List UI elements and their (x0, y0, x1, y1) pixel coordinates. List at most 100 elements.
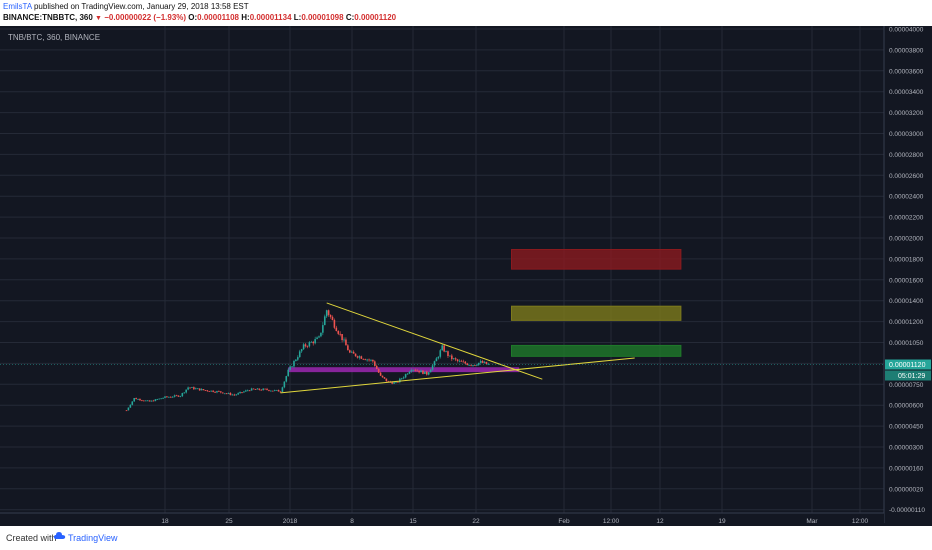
price-tick-label: 0.00003800 (889, 47, 924, 54)
price-chart[interactable]: TNB/BTC, 360, BINANCE 0.00004000 0.000038… (0, 26, 932, 526)
candle-body (420, 370, 422, 373)
tradingview-link[interactable]: TradingView (68, 533, 118, 543)
candle-body (202, 389, 205, 391)
candle-body (364, 359, 366, 361)
author-name[interactable]: EmilsTA (3, 2, 32, 11)
time-tick-label: 25 (225, 518, 233, 525)
candle-body (404, 374, 407, 378)
candle-body (329, 314, 332, 317)
candle-body (246, 390, 249, 392)
candle-body (125, 410, 128, 412)
candle-body (306, 346, 309, 348)
open-value: 0.00001108 (197, 13, 239, 22)
change-value: −0.00000022 (−1.93%) (104, 13, 187, 22)
candle-body (449, 355, 451, 357)
candle-body (460, 360, 463, 362)
candle-body (245, 390, 247, 392)
candle-body (466, 363, 469, 365)
candle-body (295, 359, 297, 361)
high-label: H: (241, 13, 250, 22)
candle-body (254, 389, 257, 390)
candle-body (181, 393, 184, 397)
candle-body (206, 390, 209, 392)
candle-body (400, 378, 403, 380)
candle-body (183, 392, 186, 394)
candle-body (293, 360, 295, 367)
candle-body (221, 392, 224, 394)
candle-body (368, 359, 370, 361)
time-tick-label: Feb (558, 518, 570, 525)
time-tick-label: 8 (350, 518, 354, 525)
candle-body (243, 391, 245, 393)
candle-body (385, 378, 388, 382)
candle-body (472, 365, 474, 366)
close-value: 0.00001120 (354, 13, 397, 22)
candle-body (333, 320, 336, 328)
time-tick-label: 12 (656, 518, 664, 525)
candle-body (291, 366, 293, 368)
candle-body (377, 368, 380, 373)
price-tick-label: 0.00003600 (889, 68, 924, 75)
candle-body (135, 398, 137, 400)
candle-body (200, 389, 203, 391)
candle-body (474, 365, 476, 366)
time-axis[interactable] (0, 513, 884, 526)
price-tick-label: 0.00000450 (889, 424, 924, 431)
candle-body (435, 358, 438, 362)
candle-body (464, 361, 467, 364)
candle-body (391, 382, 393, 384)
last-price-label: 0.00001120 (889, 362, 926, 369)
candle-body (379, 372, 382, 376)
candle-body (220, 391, 222, 393)
candle-body (362, 358, 365, 360)
price-tick-label: 0.00000160 (889, 465, 924, 472)
candle-body (235, 394, 238, 396)
candle-body (262, 388, 264, 391)
candle-body (150, 400, 153, 402)
candle-body (237, 393, 239, 395)
candle-body (177, 395, 180, 397)
candle-body (175, 395, 178, 397)
price-tick-label: 0.00000750 (889, 382, 924, 389)
candle-body (451, 355, 453, 360)
candle-body (458, 360, 461, 362)
candle-body (323, 316, 326, 326)
candle-body (360, 356, 363, 359)
price-tick-label: 0.00001050 (889, 340, 924, 347)
price-tick-label: 0.00001600 (889, 277, 924, 284)
time-tick-label: Mar (806, 518, 818, 525)
price-axis[interactable] (884, 26, 932, 526)
candle-body (316, 337, 318, 340)
candle-body (426, 371, 428, 375)
candle-body (273, 390, 276, 391)
candle-body (408, 371, 411, 374)
candle-body (456, 359, 459, 361)
time-tick-label: 18 (161, 518, 169, 525)
candle-body (266, 388, 268, 390)
price-tick-label: 0.00004000 (889, 27, 924, 34)
candle-body (264, 388, 266, 390)
candle-body (422, 370, 424, 374)
price-tick-label: 0.00001800 (889, 256, 924, 263)
price-tick-label: 0.00002800 (889, 152, 924, 159)
candle-body (322, 325, 324, 333)
price-axis-ticks: 0.00004000 0.00003800 0.00003600 0.00003400… (889, 27, 925, 515)
candle-body (312, 341, 315, 344)
candle-body (374, 361, 376, 366)
candle-body (349, 350, 351, 353)
candle-body (146, 400, 149, 402)
candle-body (275, 389, 278, 391)
candle-body (470, 364, 472, 366)
candle-body (231, 394, 234, 396)
open-label: O: (188, 13, 198, 22)
price-tick-label: 0.00000600 (889, 403, 924, 410)
candle-body (131, 401, 134, 405)
time-tick-label: 22 (472, 518, 480, 525)
candle-body (233, 394, 236, 396)
candle-body (483, 361, 486, 363)
candle-body (412, 369, 415, 371)
candle-body (260, 389, 263, 391)
candle-body (387, 381, 390, 382)
candle-body (239, 392, 241, 394)
price-tick-label: -0.00000110 (889, 507, 925, 514)
